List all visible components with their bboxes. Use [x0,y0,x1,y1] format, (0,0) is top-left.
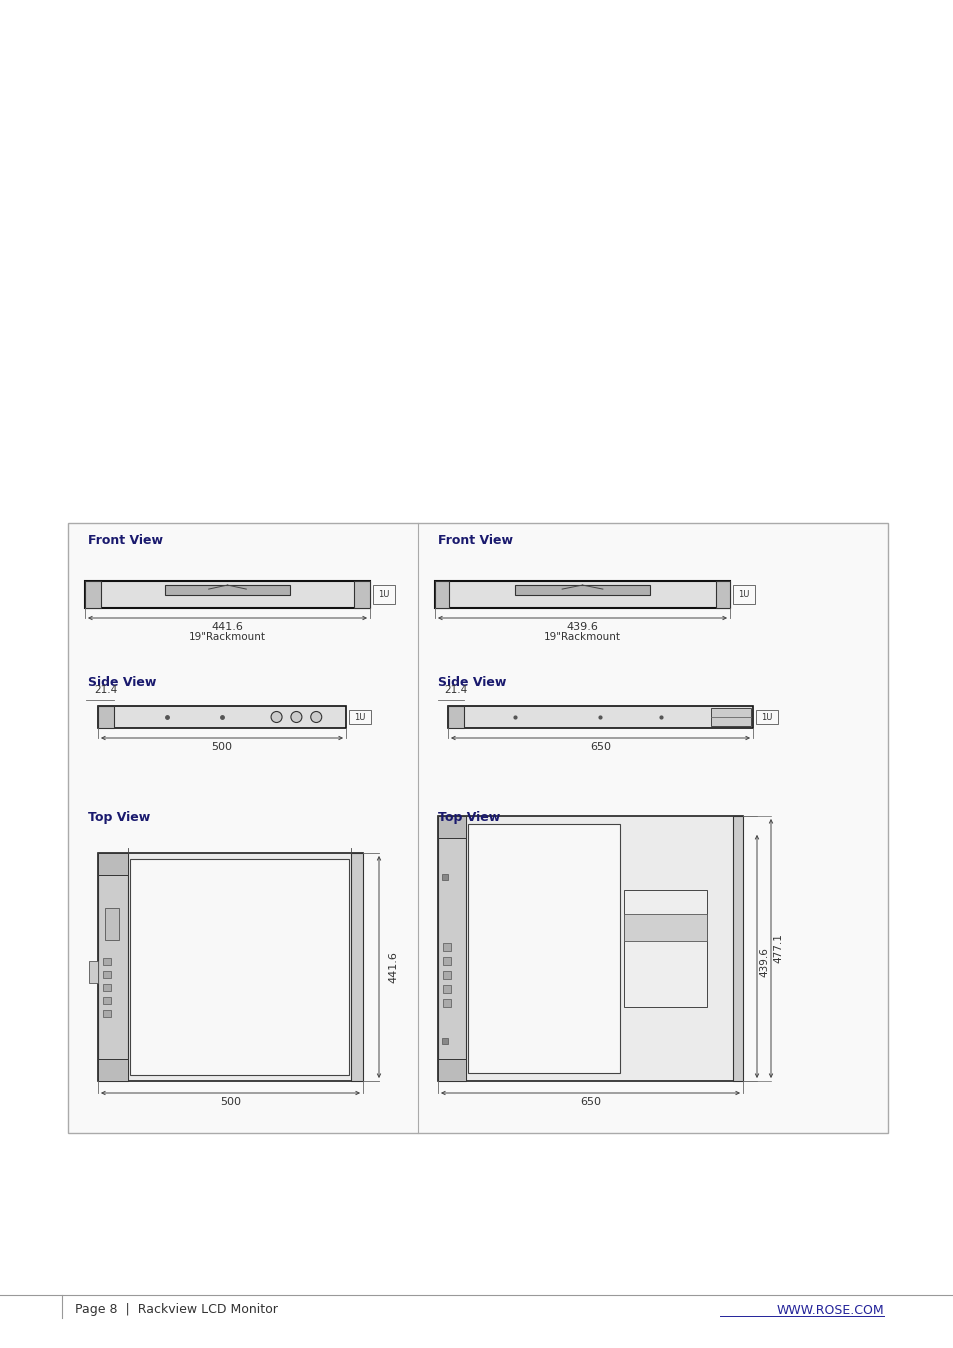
Bar [165,585,290,594]
Bar [105,907,119,940]
Bar [448,706,463,728]
Text: 1U: 1U [378,590,389,599]
Text: 439.6: 439.6 [566,621,598,632]
Text: 477.1: 477.1 [772,934,782,964]
Text: 441.6: 441.6 [212,621,243,632]
Text: Top View: Top View [88,811,150,825]
Bar [624,914,706,941]
Text: 19"Rackmount: 19"Rackmount [543,632,620,642]
Text: 21.4: 21.4 [444,685,467,696]
Bar [373,585,395,604]
Bar [349,710,371,724]
Bar [435,581,449,608]
Bar [103,971,111,979]
Bar [442,971,451,979]
Bar [732,585,754,604]
Bar [98,1060,128,1081]
Circle shape [291,712,301,723]
Bar [98,853,128,875]
Circle shape [311,712,321,723]
Text: 21.4: 21.4 [94,685,117,696]
Bar [435,581,729,608]
Bar [448,706,752,728]
Bar [85,581,370,608]
Bar [755,710,778,724]
Bar [437,1060,465,1081]
Text: 1U: 1U [738,590,749,599]
Bar [710,708,750,727]
Bar [354,581,370,608]
Bar [442,999,451,1007]
Bar [716,581,729,608]
Bar [441,1038,448,1043]
Bar [89,961,98,983]
Text: Front View: Front View [437,535,513,547]
Bar [437,816,742,1081]
Bar [98,853,128,1081]
Bar [732,816,742,1081]
Text: Top View: Top View [437,811,499,825]
Text: 500: 500 [220,1097,241,1107]
Bar [437,816,465,838]
Text: Side View: Side View [437,677,506,689]
Bar [130,859,349,1074]
Bar [103,998,111,1004]
Bar [441,874,448,880]
Bar [437,816,465,1081]
Bar [442,985,451,992]
Bar [98,706,113,728]
Bar [442,942,451,950]
Bar [98,853,363,1081]
Text: Side View: Side View [88,677,156,689]
Bar [103,984,111,991]
Text: 1U: 1U [354,713,365,721]
Bar [103,958,111,965]
Circle shape [271,712,282,723]
Text: Page 8  |  Rackview LCD Monitor: Page 8 | Rackview LCD Monitor [75,1304,277,1317]
Bar [442,957,451,965]
Text: 19"Rackmount: 19"Rackmount [189,632,266,642]
Bar [103,1010,111,1018]
Text: 650: 650 [579,1097,600,1107]
Bar [624,890,706,1007]
Text: WWW.ROSE.COM: WWW.ROSE.COM [776,1304,883,1317]
Bar [468,824,619,1073]
Text: 500: 500 [212,741,233,752]
Bar [351,853,363,1081]
Bar [68,523,887,1134]
Text: 441.6: 441.6 [388,952,397,983]
Text: 439.6: 439.6 [759,946,768,977]
Bar [98,706,346,728]
Text: 650: 650 [589,741,610,752]
Bar [514,585,650,594]
Text: Front View: Front View [88,535,163,547]
Text: 1U: 1U [760,713,772,721]
Bar [85,581,101,608]
